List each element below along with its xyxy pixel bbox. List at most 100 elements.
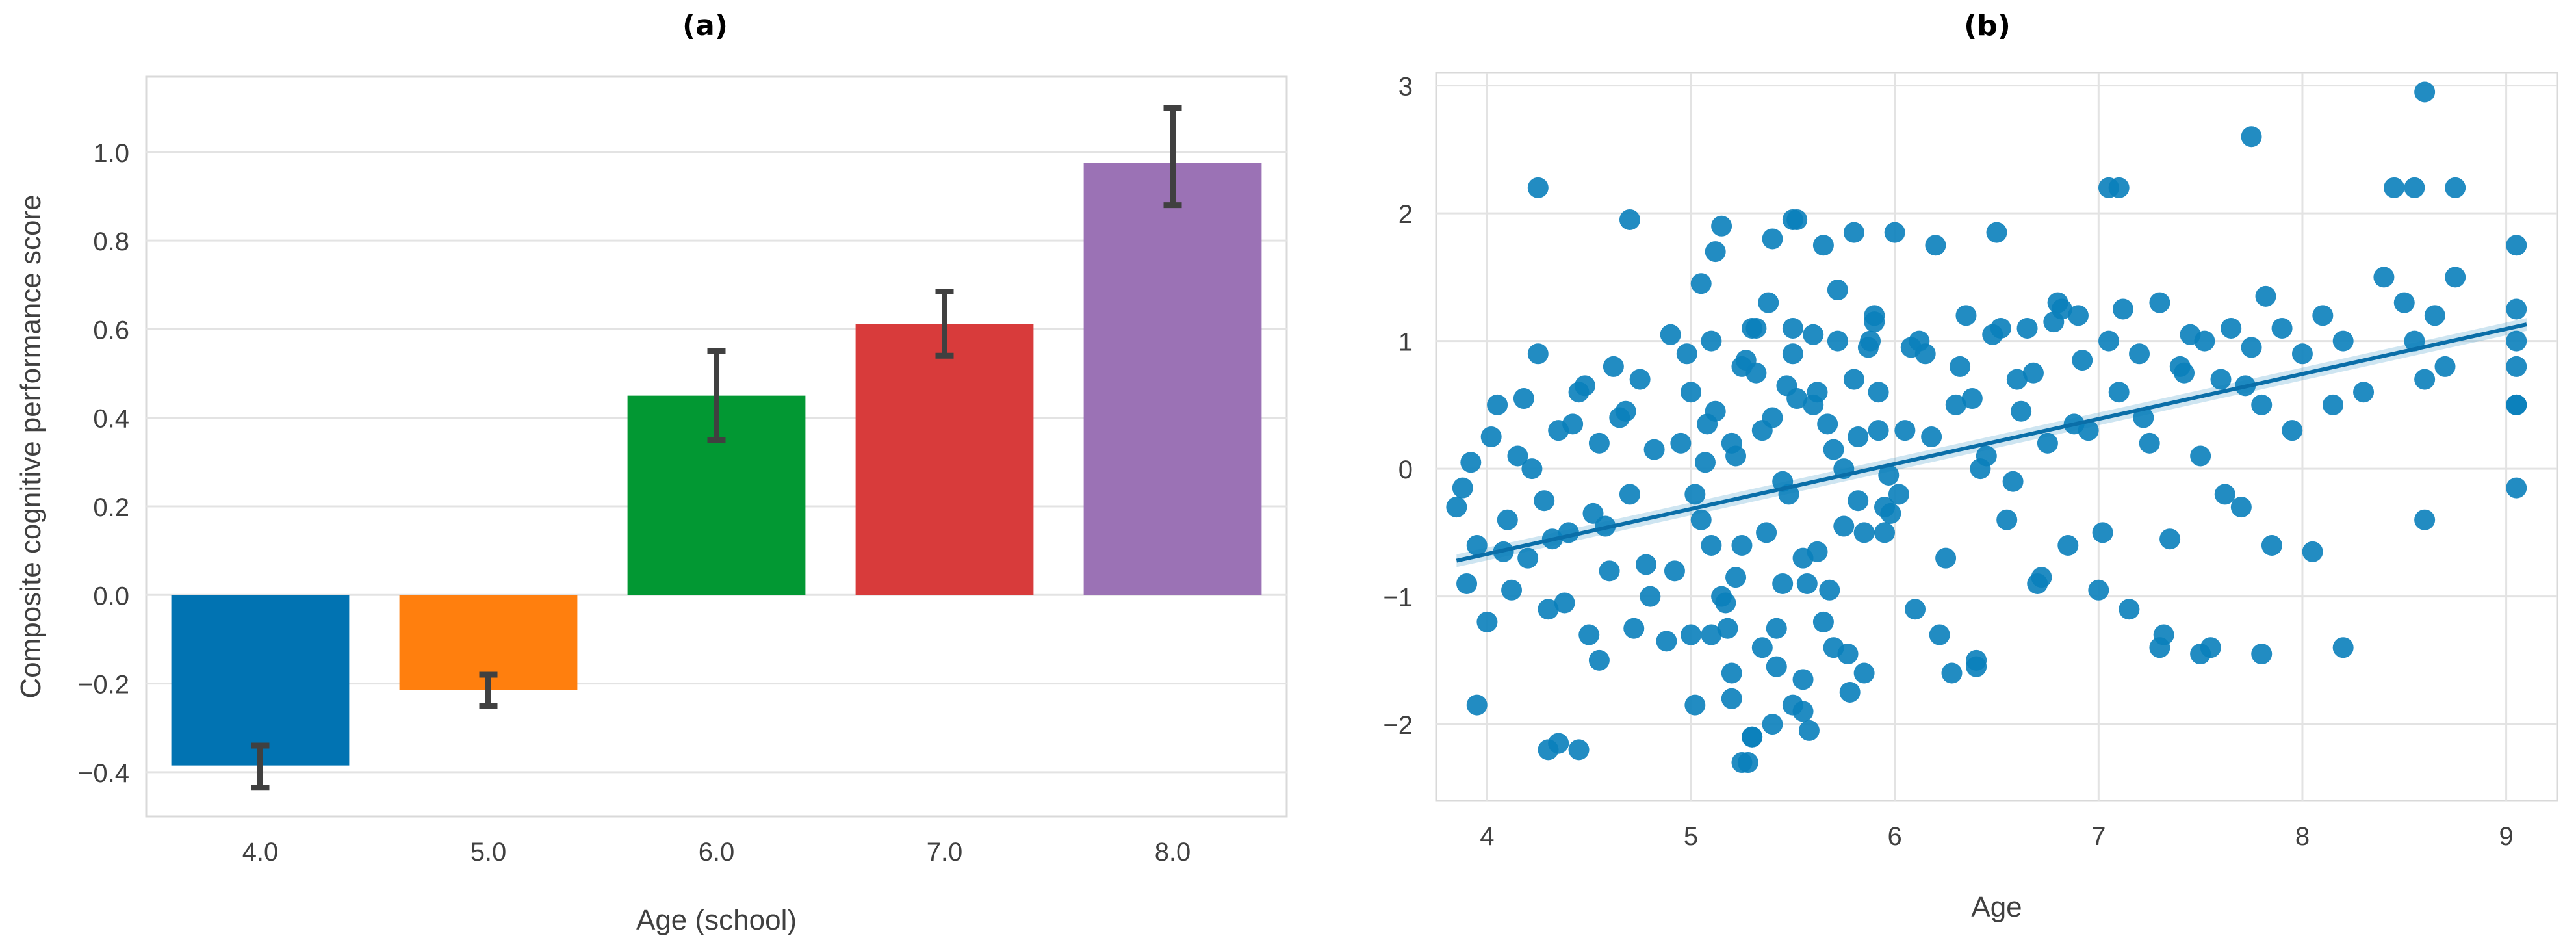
scatter-point — [1497, 509, 1518, 530]
scatter-point — [1819, 579, 1840, 601]
scatter-point — [1513, 388, 1534, 410]
scatter-point — [1670, 432, 1692, 454]
scatter-point — [1603, 356, 1624, 377]
scatter-point — [1864, 305, 1885, 326]
y-axis-label: Composite cognitive performance score — [15, 194, 47, 698]
scatter-point — [2506, 235, 2527, 256]
scatter-chart: 4 5 6 7 8 9 −2 −1 0 1 2 3 Age — [1383, 72, 2558, 923]
scatter-point — [2506, 356, 2527, 377]
scatter-point — [1446, 497, 1467, 518]
scatter-point — [1660, 324, 1681, 345]
scatter-point — [1762, 714, 1783, 735]
scatter-point — [2139, 432, 2160, 454]
scatter-point — [2190, 644, 2211, 665]
y-tick-label: −0.2 — [78, 671, 129, 699]
scatter-point — [1823, 439, 1844, 460]
scatter-point — [1874, 522, 1895, 543]
scatter-point — [1690, 273, 1712, 294]
scatter-point — [2129, 343, 2150, 365]
scatter-point — [2414, 509, 2436, 530]
scatter-point — [1636, 554, 1657, 575]
scatter-point — [1517, 547, 1539, 569]
y-tick-label: −0.4 — [78, 759, 129, 788]
y-tick-label: 0.4 — [93, 405, 129, 434]
scatter-point — [1853, 522, 1875, 543]
scatter-point — [1807, 541, 1828, 562]
scatter-point — [2373, 267, 2395, 288]
scatter-point — [1574, 375, 1595, 397]
x-tick-label: 6.0 — [699, 838, 735, 866]
scatter-point — [1615, 400, 1636, 422]
scatter-point — [1970, 458, 1991, 480]
scatter-point — [2210, 369, 2232, 390]
scatter-point — [1705, 400, 1726, 422]
scatter-point — [2174, 362, 2195, 384]
scatter-point — [1501, 579, 1523, 601]
scatter-point — [2230, 497, 2252, 518]
scatter-point — [1894, 420, 1916, 441]
scatter-point — [2067, 305, 2089, 326]
x-axis-label: Age (school) — [636, 904, 797, 936]
scatter-point — [2506, 394, 2527, 415]
x-axis-label: Age — [1971, 891, 2022, 923]
scatter-point — [2506, 477, 2527, 499]
scatter-point — [1880, 502, 1901, 524]
scatter-point — [2022, 362, 2044, 384]
panel-b: (b) 4 5 6 7 8 9 −2 −1 0 1 2 3 Age — [1300, 0, 2576, 948]
x-tick-label: 7 — [2091, 822, 2106, 851]
scatter-point — [1711, 215, 1732, 237]
scatter-point — [2006, 369, 2028, 390]
scatter-point — [1782, 694, 1803, 716]
scatter-point — [2384, 177, 2405, 198]
scatter-point — [1833, 515, 1855, 537]
scatter-point — [2271, 317, 2293, 339]
scatter-point — [1527, 177, 1549, 198]
scatter-point — [2434, 356, 2456, 377]
y-tick-label: 1.0 — [93, 139, 129, 168]
scatter-point — [1812, 611, 1834, 632]
scatter-point — [2108, 177, 2130, 198]
scatter-point — [2414, 81, 2436, 103]
scatter-point — [1986, 222, 2007, 243]
scatter-point — [1868, 420, 1889, 441]
scatter-point — [2332, 637, 2354, 658]
bar — [171, 595, 350, 766]
scatter-point — [1782, 343, 1803, 365]
y-tick-label: 0.6 — [93, 316, 129, 345]
scatter-point — [1676, 343, 1697, 365]
scatter-point — [1756, 522, 1777, 543]
scatter-point — [1684, 484, 1706, 505]
scatter-point — [1460, 452, 1482, 473]
scatter-point — [1935, 547, 1957, 569]
scatter-point — [1782, 209, 1803, 230]
scatter-point — [1996, 509, 2018, 530]
scatter-point — [1701, 624, 1722, 645]
panel-a: (a) −0.4 −0.2 0.0 0.2 0.4 0.6 0.8 1.0 4.0 5.0 6.0 7… — [15, 9, 1288, 936]
scatter-point — [1521, 458, 1543, 480]
x-tick-label: 8.0 — [1155, 838, 1191, 866]
scatter-point — [1562, 413, 1584, 435]
scatter-point — [1664, 560, 1685, 582]
scatter-point — [1900, 337, 1922, 358]
scatter-point — [2414, 369, 2436, 390]
scatter-point — [2098, 330, 2119, 352]
scatter-point — [1640, 586, 1661, 607]
panel-a-title: (a) — [682, 9, 728, 42]
scatter-point — [1725, 567, 1747, 588]
scatter-point — [2506, 298, 2527, 320]
x-tick-label: 4 — [1480, 822, 1494, 851]
scatter-point — [1681, 624, 1702, 645]
scatter-point — [2159, 528, 2181, 550]
scatter-point — [1538, 599, 1559, 620]
scatter-point — [1807, 382, 1828, 403]
scatter-point — [2241, 126, 2262, 148]
scatter-point — [2302, 541, 2323, 562]
x-tick-label: 5 — [1684, 822, 1698, 851]
scatter-point — [1966, 656, 1987, 677]
x-tick-label: 5.0 — [470, 838, 507, 866]
y-tick-label: 1 — [1398, 328, 1413, 357]
scatter-point — [2016, 317, 2038, 339]
x-tick-label: 4.0 — [242, 838, 279, 866]
x-tick-label: 7.0 — [927, 838, 963, 866]
scatter-point — [1629, 369, 1651, 390]
